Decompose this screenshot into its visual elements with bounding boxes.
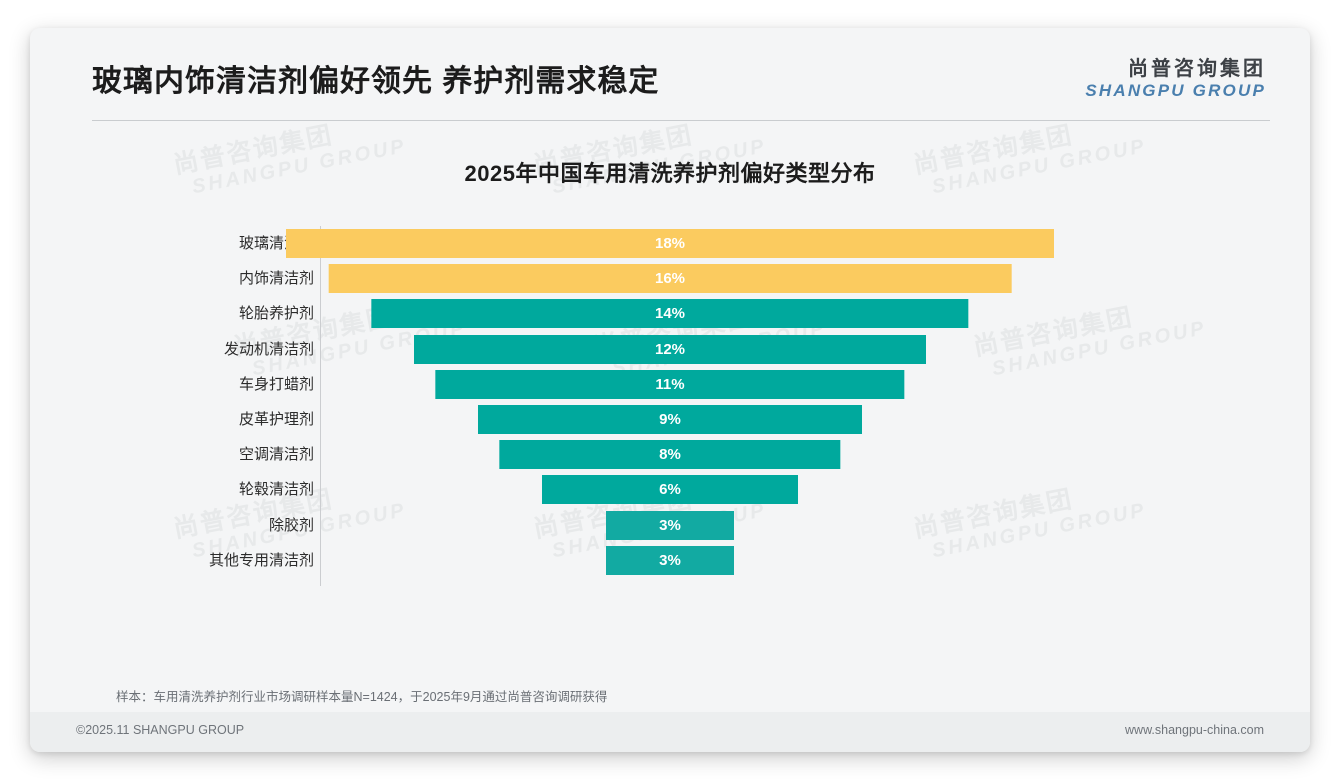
bar[interactable]: 16% <box>328 264 1012 294</box>
bar-value-label: 12% <box>654 340 686 358</box>
brand-logo: 尚普咨询集团 SHANGPU GROUP <box>1085 58 1266 101</box>
header-divider <box>92 120 1270 121</box>
page-title: 玻璃内饰清洁剂偏好领先 养护剂需求稳定 <box>92 65 660 98</box>
category-label: 轮毂清洁剂 <box>238 481 314 499</box>
bar-value-label: 11% <box>655 375 685 393</box>
bar[interactable]: 3% <box>606 510 734 540</box>
bar-value-label: 16% <box>654 270 686 288</box>
slide-footer: ©2025.11 SHANGPU GROUP www.shangpu-china… <box>30 712 1310 752</box>
bar-row: 其他专用清洁剂 3% <box>30 543 1310 578</box>
chart-plot-area: 玻璃清洁剂 18% 内饰清洁剂 16% 轮胎养护剂 14% 发动机清洁剂 12% 车身打蜡剂 11… <box>30 226 1310 604</box>
bar-value-label: 9% <box>659 410 681 428</box>
bar[interactable]: 12% <box>414 334 926 364</box>
bar-rows: 玻璃清洁剂 18% 内饰清洁剂 16% 轮胎养护剂 14% 发动机清洁剂 12% 车身打蜡剂 11… <box>30 226 1310 578</box>
bar-row: 发动机清洁剂 12% <box>30 332 1310 367</box>
sample-footnote: 样本：车用清洗养护剂行业市场调研样本量N=1424，于2025年9月通过尚普咨询… <box>116 690 608 704</box>
category-label: 皮革护理剂 <box>238 410 314 428</box>
bar-row: 皮革护理剂 9% <box>30 402 1310 437</box>
logo-chinese-text: 尚普咨询集团 <box>1128 58 1266 80</box>
slide-card: 尚普咨询集团 SHANGPU GROUP 尚普咨询集团 SHANGPU GROUP 尚普… <box>30 28 1310 752</box>
bar-value-label: 3% <box>659 516 681 534</box>
bar[interactable]: 18% <box>286 229 1054 258</box>
bar-row: 轮毂清洁剂 6% <box>30 472 1310 507</box>
bar-row: 空调清洁剂 8% <box>30 437 1310 472</box>
bar[interactable]: 14% <box>371 299 969 329</box>
logo-english-text: SHANGPU GROUP <box>1085 81 1266 100</box>
slide-header: 玻璃内饰清洁剂偏好领先 养护剂需求稳定 尚普咨询集团 SHANGPU GROUP <box>30 28 1310 120</box>
category-label: 其他专用清洁剂 <box>208 551 314 569</box>
bar[interactable]: 9% <box>478 404 862 434</box>
bar-value-label: 3% <box>659 551 681 569</box>
bar-row: 除胶剂 3% <box>30 508 1310 543</box>
footer-copyright: ©2025.11 SHANGPU GROUP <box>76 723 245 737</box>
category-label: 空调清洁剂 <box>238 446 314 464</box>
bar[interactable]: 8% <box>499 440 841 470</box>
category-label: 轮胎养护剂 <box>238 305 314 323</box>
category-axis-line <box>320 226 321 586</box>
bar[interactable]: 3% <box>606 545 734 575</box>
category-label: 内饰清洁剂 <box>238 270 314 288</box>
bar-value-label: 6% <box>659 481 681 499</box>
bar-value-label: 18% <box>654 235 686 252</box>
chart-title: 2025年中国车用清洗养护剂偏好类型分布 <box>464 161 876 186</box>
bar-value-label: 14% <box>654 305 686 323</box>
category-label: 车身打蜡剂 <box>238 375 314 393</box>
bar-row: 车身打蜡剂 11% <box>30 367 1310 402</box>
bar[interactable]: 11% <box>435 369 905 399</box>
bar-value-label: 8% <box>659 446 681 464</box>
bar[interactable]: 6% <box>542 475 798 505</box>
chart-container: 2025年中国车用清洗养护剂偏好类型分布 玻璃清洁剂 18% 内饰清洁剂 16% 轮胎养… <box>30 128 1310 668</box>
footer-website[interactable]: www.shangpu-china.com <box>1125 723 1264 737</box>
bar-row: 内饰清洁剂 16% <box>30 261 1310 296</box>
category-label: 除胶剂 <box>268 516 314 534</box>
bar-row: 轮胎养护剂 14% <box>30 296 1310 331</box>
category-label: 发动机清洁剂 <box>223 340 314 358</box>
bar-row: 玻璃清洁剂 18% <box>30 226 1310 261</box>
